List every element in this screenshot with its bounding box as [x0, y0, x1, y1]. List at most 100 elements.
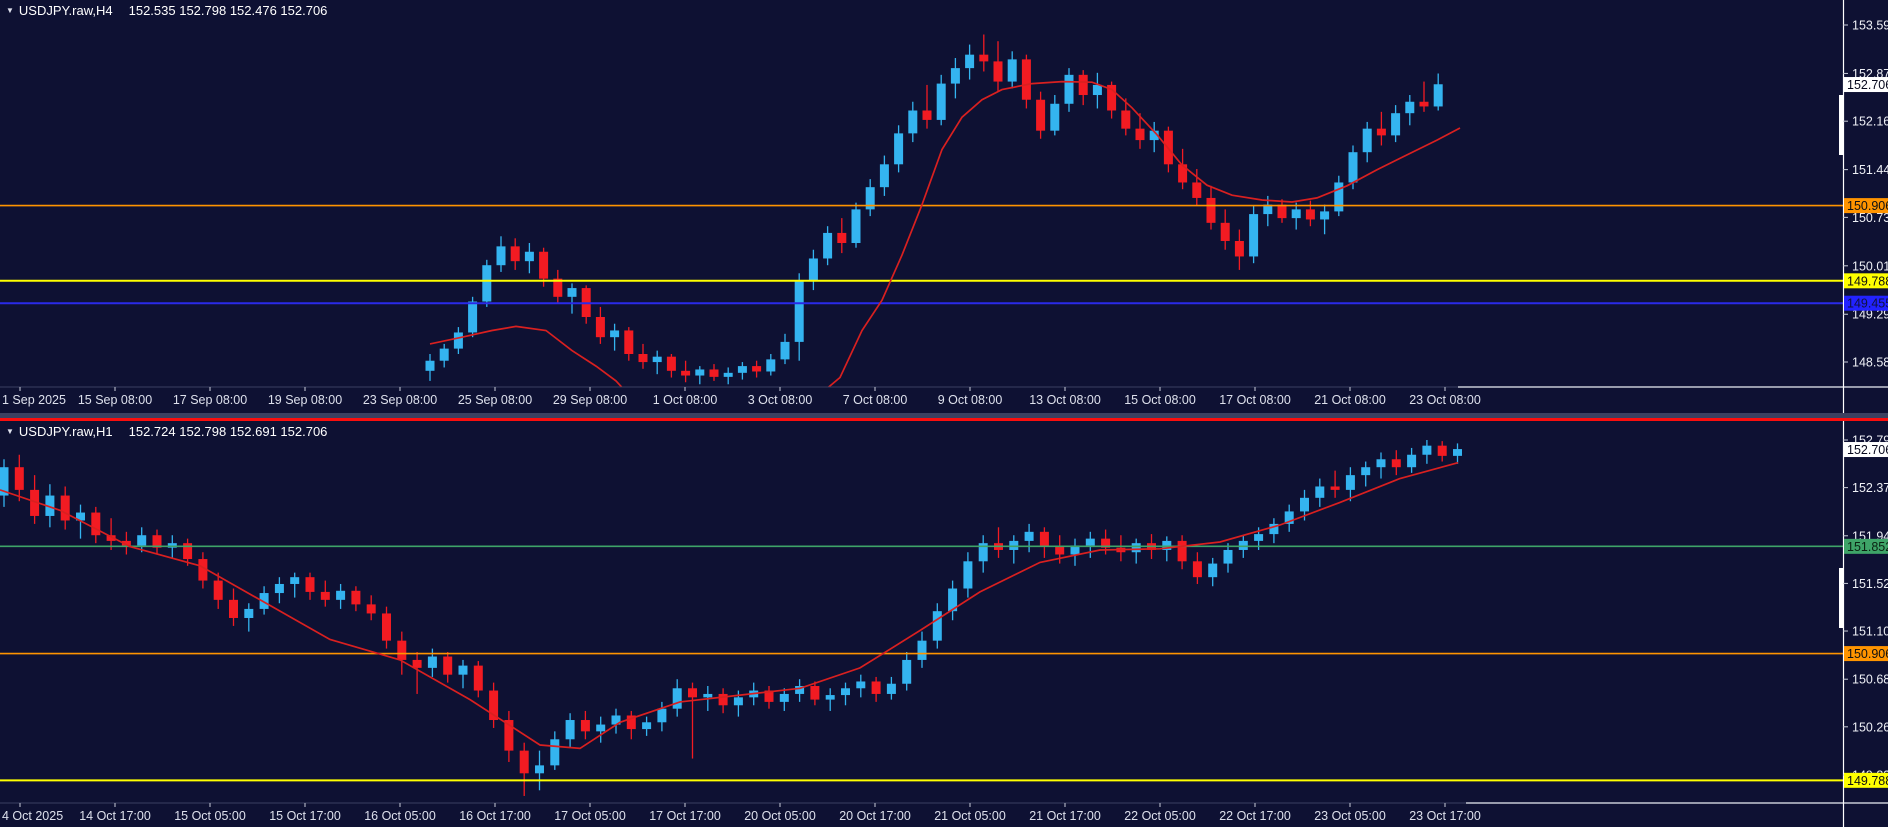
- candle-body: [1433, 84, 1443, 107]
- candle-body: [468, 301, 478, 333]
- time-axis-label: 15 Oct 17:00: [269, 809, 341, 823]
- price-tick-label: 151.441: [1852, 163, 1888, 177]
- candle-body: [978, 543, 988, 562]
- candle-body: [412, 659, 422, 668]
- candle-body: [795, 686, 805, 694]
- time-axis-label: 16 Oct 17:00: [459, 809, 531, 823]
- candle-body: [948, 588, 958, 612]
- price-level-tag-label: 150.906: [1847, 199, 1888, 213]
- candle-body: [695, 369, 705, 376]
- candle-body: [580, 720, 590, 732]
- time-scale[interactable]: [0, 804, 1843, 827]
- candle-body: [1007, 59, 1017, 82]
- candle-body: [1320, 211, 1330, 220]
- candle-body: [1254, 534, 1264, 541]
- scale-range-marker: [1839, 95, 1844, 155]
- time-axis-label: 17 Oct 08:00: [1219, 393, 1291, 407]
- candle-body: [672, 688, 682, 709]
- candle-body: [1107, 84, 1117, 111]
- candle-body: [535, 765, 544, 774]
- candle-body: [823, 232, 833, 259]
- h1-chart-panel[interactable]: 152.790152.370151.945151.525151.105150.6…: [0, 421, 1888, 827]
- price-scale[interactable]: [1844, 421, 1888, 827]
- time-scale[interactable]: [0, 388, 1843, 413]
- current-price-label: 152.706: [1847, 78, 1888, 92]
- candle-body: [1362, 128, 1372, 153]
- candle-body: [91, 512, 101, 536]
- candle-body: [1391, 459, 1401, 468]
- candle-body: [1121, 110, 1131, 129]
- candle-body: [1078, 74, 1088, 96]
- time-axis-label: 23 Oct 08:00: [1409, 393, 1481, 407]
- price-tick-label: 149.291: [1852, 308, 1888, 322]
- price-tick-label: 152.370: [1852, 481, 1888, 495]
- price-tick-label: 150.680: [1852, 673, 1888, 687]
- candle-body: [427, 656, 437, 668]
- candle-body: [1249, 214, 1259, 257]
- candle-body: [1149, 130, 1159, 141]
- candle-body: [780, 341, 790, 360]
- candle-body: [950, 68, 960, 84]
- candle-body: [993, 61, 1003, 82]
- candle-body: [917, 640, 927, 660]
- candle-body: [550, 739, 560, 766]
- candle-body: [1135, 128, 1145, 141]
- scale-range-marker: [1839, 568, 1844, 628]
- price-level-tag-label: 150.906: [1847, 647, 1888, 661]
- price-tick-label: 151.105: [1852, 625, 1888, 639]
- candle-body: [1345, 475, 1355, 490]
- price-level-tag: [1844, 646, 1888, 662]
- time-axis-label: 4 Oct 2025: [2, 809, 63, 823]
- candle-body: [902, 659, 912, 684]
- candle-body: [1206, 197, 1216, 223]
- time-axis-label: 15 Oct 08:00: [1124, 393, 1196, 407]
- candle-body: [1223, 549, 1233, 564]
- candle-body: [1330, 486, 1340, 490]
- candle-body: [1269, 523, 1279, 535]
- candle-body: [1234, 240, 1244, 257]
- candle-body: [1208, 563, 1218, 578]
- plot-area[interactable]: [0, 34, 1843, 413]
- candle-body: [908, 110, 918, 134]
- time-axis-label: 23 Sep 08:00: [363, 393, 437, 407]
- plot-area[interactable]: [0, 440, 1843, 796]
- candle-body: [1085, 538, 1095, 546]
- candle-body: [259, 593, 269, 609]
- candle-body: [213, 580, 223, 600]
- candle-body: [610, 330, 620, 338]
- time-axis-label: 9 Oct 08:00: [938, 393, 1003, 407]
- time-axis-label: 21 Oct 08:00: [1314, 393, 1386, 407]
- candle-body: [60, 495, 70, 521]
- candle-body: [565, 720, 575, 740]
- candle-body: [709, 369, 719, 377]
- candle-body: [865, 187, 875, 210]
- candle-body: [657, 708, 667, 723]
- candle-body: [764, 690, 774, 702]
- time-axis-label: 1 Sep 2025: [2, 393, 66, 407]
- candle-body: [611, 715, 621, 725]
- candle-body: [1024, 531, 1034, 541]
- candle-body: [167, 543, 177, 548]
- candle-body: [638, 353, 648, 363]
- candle-body: [121, 540, 131, 546]
- candle-body: [1039, 531, 1049, 547]
- candle-body: [841, 688, 850, 696]
- candle-body: [723, 372, 733, 377]
- candle-body: [733, 697, 743, 706]
- candle-body: [1391, 113, 1401, 136]
- candle-body: [1092, 84, 1102, 96]
- panel-divider[interactable]: [0, 413, 1888, 418]
- candle-body: [539, 251, 549, 279]
- h4-chart-panel[interactable]: 153.591152.871152.161151.441150.731150.0…: [0, 0, 1888, 413]
- time-axis-label: 21 Oct 05:00: [934, 809, 1006, 823]
- candle-body: [519, 750, 529, 774]
- candle-body: [1334, 182, 1344, 212]
- candle-body: [936, 83, 946, 120]
- moving-average-line: [429, 80, 1461, 387]
- price-level-tag-label: 149.788: [1847, 274, 1888, 288]
- price-scale[interactable]: [1844, 0, 1888, 413]
- candle-body: [274, 583, 284, 594]
- candle-body: [382, 613, 391, 641]
- candle-body: [1036, 99, 1046, 131]
